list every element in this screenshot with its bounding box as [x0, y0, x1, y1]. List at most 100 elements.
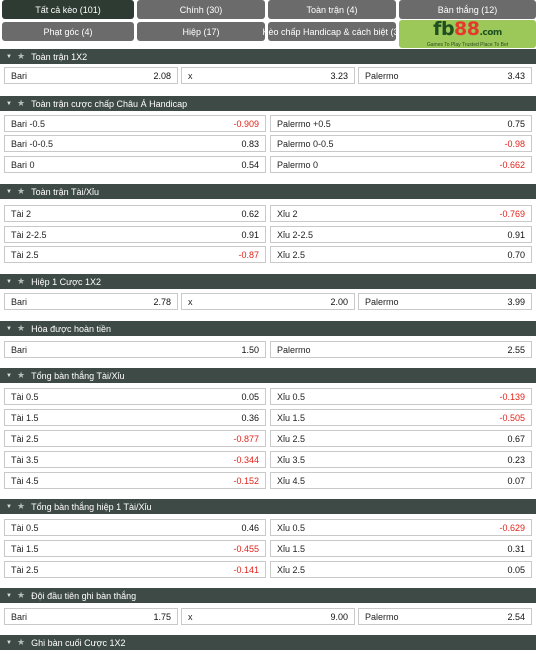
odds-cell[interactable]: Tài 0.5 0.05: [4, 388, 266, 405]
odds-cell[interactable]: x 2.00: [181, 293, 355, 310]
odds-cell[interactable]: Xỉu 2.5 0.67: [270, 430, 532, 447]
odds-cell[interactable]: Tài 4.5 -0.152: [4, 472, 266, 489]
odds-cell[interactable]: Xỉu 4.5 0.07: [270, 472, 532, 489]
odds-cell[interactable]: Tài 0.5 0.46: [4, 519, 266, 536]
favorite-star-icon[interactable]: ★: [17, 323, 26, 333]
tab-goals[interactable]: Bàn thắng (12): [399, 0, 536, 19]
odds-cell[interactable]: Bari 1.75: [4, 608, 178, 625]
favorite-star-icon[interactable]: ★: [17, 98, 26, 108]
odds-cell[interactable]: Bari 1.50: [4, 341, 266, 358]
odds-cell[interactable]: Palermo +0.5 0.75: [270, 115, 532, 132]
favorite-star-icon[interactable]: ★: [17, 370, 26, 380]
odds-cell[interactable]: Tài 1.5 -0.455: [4, 540, 266, 557]
section-title: Toàn trận Tài/Xỉu: [31, 186, 99, 197]
odds-cell[interactable]: x 3.23: [181, 67, 355, 84]
odds-cell[interactable]: Tài 2.5 -0.141: [4, 561, 266, 578]
selection-label: x: [188, 70, 193, 81]
selection-label: Bari 0: [11, 159, 35, 170]
odds-cell[interactable]: Xỉu 0.5 -0.139: [270, 388, 532, 405]
selection-label: Palermo: [365, 611, 399, 622]
section-header-first-half-total-goals[interactable]: ▼ ★ Tổng bàn thắng hiệp 1 Tài/Xỉu: [0, 499, 536, 514]
section-header-draw-no-bet[interactable]: ▼ ★ Hòa được hoàn tiền: [0, 321, 536, 336]
odds-value: -0.505: [499, 412, 525, 423]
odds-cell[interactable]: Bari 0 0.54: [4, 156, 266, 173]
collapse-caret-icon: ▼: [6, 325, 12, 332]
section-title: Hiệp 1 Cược 1X2: [31, 276, 102, 287]
odds-cell[interactable]: Bari -0-0.5 0.83: [4, 135, 266, 152]
odds-cell[interactable]: Palermo 2.54: [358, 608, 532, 625]
section-title: Hòa được hoàn tiền: [31, 323, 112, 334]
selection-label: Xỉu 2: [277, 208, 298, 219]
section-header-first-team-to-score[interactable]: ▼ ★ Đội đầu tiên ghi bàn thắng: [0, 588, 536, 603]
tab-corners[interactable]: Phạt góc (4): [2, 22, 134, 41]
favorite-star-icon[interactable]: ★: [17, 501, 26, 511]
section-title: Ghi bàn cuối Cược 1X2: [31, 637, 126, 648]
collapse-caret-icon: ▼: [6, 100, 12, 107]
odds-cell[interactable]: Xỉu 2.5 0.05: [270, 561, 532, 578]
odds-value: 1.50: [241, 344, 259, 355]
odds-cell[interactable]: Xỉu 2 -0.769: [270, 205, 532, 222]
odds-value: 3.99: [507, 296, 525, 307]
section-header-over-under[interactable]: ▼ ★ Toàn trận Tài/Xỉu: [0, 184, 536, 199]
odds-cell[interactable]: Tài 2-2.5 0.91: [4, 226, 266, 243]
odds-cell[interactable]: Xỉu 2.5 0.70: [270, 246, 532, 263]
odds-value: -0.629: [499, 522, 525, 533]
section-header-fulltime-1x2[interactable]: ▼ ★ Toàn trận 1X2: [0, 49, 536, 64]
market-filter-tabs: Tất cả kèo (101) Chính (30) Toàn trận (4…: [0, 0, 536, 44]
selection-label: Xỉu 0.5: [277, 522, 306, 533]
odds-cell[interactable]: Xỉu 1.5 -0.505: [270, 409, 532, 426]
odds-cell[interactable]: Xỉu 2-2.5 0.91: [270, 226, 532, 243]
odds-value: 0.36: [241, 412, 259, 423]
odds-cell[interactable]: Palermo 0-0.5 -0.98: [270, 135, 532, 152]
odds-cell[interactable]: Palermo 2.55: [270, 341, 532, 358]
odds-cell[interactable]: Bari 2.08: [4, 67, 178, 84]
favorite-star-icon[interactable]: ★: [17, 186, 26, 196]
odds-value: 0.05: [507, 564, 525, 575]
tab-main[interactable]: Chính (30): [137, 0, 265, 19]
section-title: Tổng bàn thắng hiệp 1 Tài/Xỉu: [31, 501, 152, 512]
odds-cell[interactable]: Tài 2 0.62: [4, 205, 266, 222]
odds-value: 0.05: [241, 391, 259, 402]
collapse-caret-icon: ▼: [6, 503, 12, 510]
tab-halves[interactable]: Hiệp (17): [137, 22, 265, 41]
tab-all-markets[interactable]: Tất cả kèo (101): [2, 0, 134, 19]
odds-cell[interactable]: Tài 2.5 -0.877: [4, 430, 266, 447]
section-header-total-goals[interactable]: ▼ ★ Tổng bàn thắng Tài/Xỉu: [0, 368, 536, 383]
favorite-star-icon[interactable]: ★: [17, 276, 26, 286]
odds-cell[interactable]: Bari 2.78: [4, 293, 178, 310]
odds-cell[interactable]: Tài 3.5 -0.344: [4, 451, 266, 468]
odds-cell[interactable]: Tài 2.5 -0.87: [4, 246, 266, 263]
tab-handicap-margin[interactable]: Kèo chấp Handicap & cách biệt (3): [262, 22, 402, 41]
odds-cell[interactable]: Palermo 3.99: [358, 293, 532, 310]
odds-cell[interactable]: Tài 1.5 0.36: [4, 409, 266, 426]
odds-value: 0.54: [241, 159, 259, 170]
section-header-first-half-1x2[interactable]: ▼ ★ Hiệp 1 Cược 1X2: [0, 274, 536, 289]
odds-value: -0.662: [499, 159, 525, 170]
selection-label: Xỉu 2.5: [277, 433, 306, 444]
selection-label: Bari -0.5: [11, 118, 46, 129]
odds-value: 0.67: [507, 433, 525, 444]
odds-cell[interactable]: Xỉu 3.5 0.23: [270, 451, 532, 468]
collapse-caret-icon: ▼: [6, 278, 12, 285]
tab-full-time[interactable]: Toàn trận (4): [268, 0, 396, 19]
fb88-logo[interactable]: fb88.com Games To Play Trusted Place To …: [399, 20, 536, 48]
odds-cell[interactable]: Palermo 3.43: [358, 67, 532, 84]
odds-value: 0.91: [241, 229, 259, 240]
section-header-asian-handicap[interactable]: ▼ ★ Toàn trận cược chấp Châu Á Handicap: [0, 96, 536, 111]
collapse-caret-icon: ▼: [6, 639, 12, 646]
favorite-star-icon[interactable]: ★: [17, 51, 26, 61]
odds-cell[interactable]: Palermo 0 -0.662: [270, 156, 532, 173]
odds-cell[interactable]: Bari -0.5 -0.909: [4, 115, 266, 132]
favorite-star-icon[interactable]: ★: [17, 590, 26, 600]
odds-value: -0.909: [233, 118, 259, 129]
favorite-star-icon[interactable]: ★: [17, 637, 26, 647]
section-title: Tổng bàn thắng Tài/Xỉu: [31, 370, 125, 381]
odds-cell[interactable]: Xỉu 1.5 0.31: [270, 540, 532, 557]
selection-label: Tài 1.5: [11, 543, 39, 554]
odds-cell[interactable]: Xỉu 0.5 -0.629: [270, 519, 532, 536]
section-header-last-goal-1x2[interactable]: ▼ ★ Ghi bàn cuối Cược 1X2: [0, 635, 536, 650]
selection-label: Xỉu 2.5: [277, 249, 306, 260]
odds-cell[interactable]: x 9.00: [181, 608, 355, 625]
selection-label: Tài 2-2.5: [11, 229, 47, 240]
selection-label: Tài 0.5: [11, 522, 39, 533]
